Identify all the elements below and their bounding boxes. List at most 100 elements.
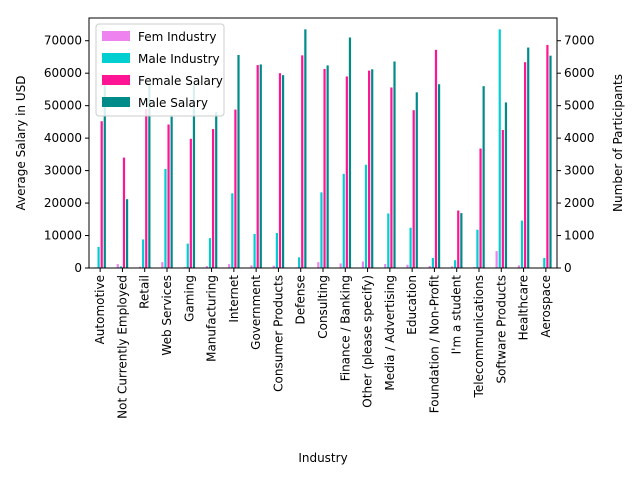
bar-fem-industry-other-please-specify (361, 261, 365, 268)
bar-male-salary-finance-banking (348, 37, 352, 269)
right-tick-label: 6000 (564, 66, 595, 80)
legend-swatch-male-industry (102, 53, 130, 63)
bar-male-salary-defense (304, 29, 307, 268)
right-tick-label: 3000 (564, 164, 595, 178)
right-axis-ticks: 0 1000 2000 3000 4000 5000 6000 7000 (557, 34, 595, 275)
bar-fem-industry-education (406, 264, 409, 268)
bar-male-industry-web-services (164, 168, 167, 268)
x-axis-ticks: Automotive Not Currently Employed Retail We… (93, 268, 553, 419)
bar-male-salary-consumer-products (281, 75, 285, 268)
bar-female-salary-foundation-non-profit (434, 49, 438, 268)
left-tick-label: 40000 (44, 131, 82, 145)
left-tick-label: 20000 (44, 196, 82, 210)
bar-male-industry-consumer-products (275, 232, 278, 268)
bar-male-salary-not-currently-employed (125, 199, 129, 268)
right-tick-label: 4000 (564, 131, 595, 145)
bar-male-industry-foundation-non-profit (431, 257, 434, 268)
x-tick-label-i-m-a-student: I'm a student (450, 275, 464, 355)
x-tick-label-web-services: Web Services (160, 275, 174, 356)
x-tick-label-other-please-specify: Other (please specify) (361, 275, 375, 408)
bar-male-salary-consulting (326, 65, 329, 269)
bar-group (94, 29, 552, 269)
x-tick-label-automotive: Automotive (93, 275, 107, 344)
x-tick-label-government: Government (249, 275, 263, 350)
bar-male-industry-media-advertising (387, 213, 390, 268)
left-y-axis-label: Average Salary in USD (14, 76, 28, 211)
bar-male-industry-finance-banking (342, 173, 345, 268)
legend-label-male-salary: Male Salary (138, 96, 208, 110)
right-tick-label: 2000 (564, 196, 595, 210)
legend-label-male-industry: Male Industry (138, 52, 220, 66)
bar-male-salary-internet (237, 55, 240, 269)
bar-male-salary-healthcare (527, 47, 530, 268)
bar-fem-industry-web-services (161, 262, 164, 268)
bar-female-salary-software-products (501, 130, 504, 268)
bar-male-industry-gaming (186, 243, 189, 268)
bar-fem-industry-healthcare (517, 265, 521, 268)
x-tick-label-telecommunications: Telecommunications (472, 275, 486, 398)
bar-male-industry-government (253, 233, 256, 268)
bar-male-salary-gaming (192, 84, 196, 268)
bar-fem-industry-not-currently-employed (116, 264, 119, 268)
right-tick-label: 5000 (564, 99, 595, 113)
right-y-axis-label: Number of Participants (611, 74, 625, 212)
bar-fem-industry-foundation-non-profit (428, 266, 431, 268)
legend-swatch-female-salary (102, 75, 130, 85)
bar-female-salary-consulting (323, 68, 326, 268)
left-tick-label: 0 (74, 261, 82, 275)
bar-male-salary-i-m-a-student (460, 213, 463, 268)
x-tick-label-retail: Retail (138, 275, 152, 309)
bar-male-salary-education (415, 92, 418, 268)
bar-fem-industry-consumer-products (272, 265, 275, 268)
bar-female-salary-other-please-specify (368, 70, 371, 268)
bar-male-salary-foundation-non-profit (437, 84, 441, 268)
bar-male-salary-software-products (504, 102, 508, 268)
x-tick-label-consulting: Consulting (316, 275, 330, 339)
bar-male-salary-government (259, 64, 262, 269)
x-tick-label-aerospace: Aerospace (539, 275, 553, 338)
x-tick-label-manufacturing: Manufacturing (205, 275, 219, 362)
x-tick-label-foundation-non-profit: Foundation / Non-Profit (427, 275, 441, 414)
bar-female-salary-not-currently-employed (122, 157, 126, 268)
bar-male-industry-internet (231, 193, 234, 268)
bar-fem-industry-manufacturing (205, 266, 209, 268)
bar-male-industry-education (409, 227, 412, 268)
bar-fem-industry-i-m-a-student (450, 266, 454, 268)
x-tick-label-consumer-products: Consumer Products (271, 275, 285, 392)
x-tick-label-healthcare: Healthcare (517, 275, 531, 340)
bar-female-salary-telecommunications (479, 148, 482, 268)
bar-male-salary-retail (148, 85, 151, 269)
left-tick-label: 10000 (44, 229, 82, 243)
left-axis-ticks: 0 10000 20000 30000 40000 50000 60000 70000 (44, 34, 89, 275)
bar-male-salary-automotive (103, 85, 106, 269)
bar-male-industry-manufacturing (208, 238, 212, 268)
bar-female-salary-web-services (167, 124, 170, 269)
legend-swatch-fem-industry (102, 31, 130, 41)
bar-female-salary-finance-banking (345, 76, 348, 268)
x-tick-label-not-currently-employed: Not Currently Employed (115, 275, 129, 419)
bar-male-industry-consulting (320, 192, 323, 268)
bar-male-industry-other-please-specify (364, 164, 368, 268)
bar-female-salary-government (256, 65, 259, 268)
x-tick-label-education: Education (405, 275, 419, 335)
legend-label-female-salary: Female Salary (138, 74, 223, 88)
bar-female-salary-i-m-a-student (457, 210, 460, 268)
bar-male-salary-aerospace (549, 55, 552, 268)
bar-male-salary-telecommunications (482, 86, 485, 269)
bar-fem-industry-internet (228, 264, 231, 268)
bar-male-industry-healthcare (520, 220, 524, 268)
right-tick-label: 1000 (564, 229, 595, 243)
x-axis-label: Industry (298, 451, 347, 465)
bar-female-salary-aerospace (546, 44, 549, 269)
bar-female-salary-media-advertising (390, 87, 393, 268)
bar-male-salary-media-advertising (393, 61, 396, 269)
x-tick-label-software-products: Software Products (494, 275, 508, 384)
x-tick-label-internet: Internet (227, 275, 241, 323)
bar-male-industry-retail (142, 239, 145, 268)
x-tick-label-finance-banking: Finance / Banking (338, 275, 352, 381)
legend: Fem Industry Male Industry Female Salary Ma… (95, 23, 225, 117)
bar-female-salary-consumer-products (278, 73, 282, 268)
bar-male-industry-telecommunications (476, 229, 479, 268)
bar-male-industry-aerospace (543, 257, 546, 268)
bar-male-industry-i-m-a-student (454, 260, 457, 268)
